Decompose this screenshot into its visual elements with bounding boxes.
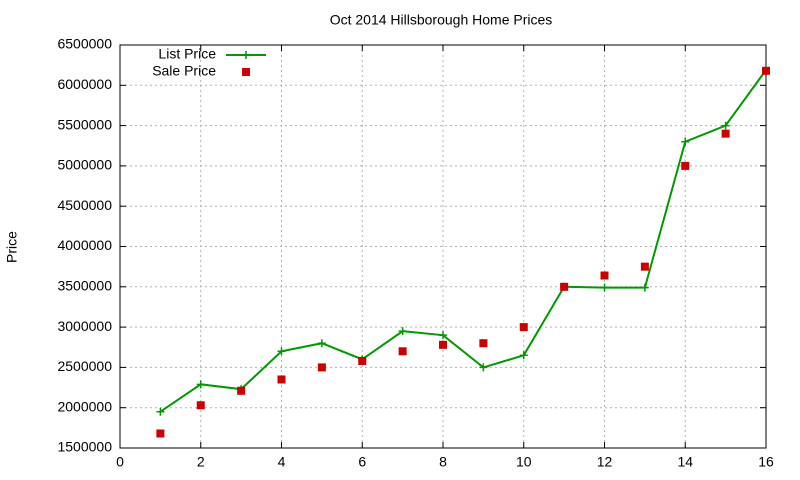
y-tick-label: 5500000 bbox=[57, 116, 112, 132]
data-point bbox=[156, 407, 165, 416]
x-tick-label: 6 bbox=[358, 454, 366, 470]
x-tick-label: 4 bbox=[278, 454, 286, 470]
data-point bbox=[398, 347, 407, 356]
legend-label: List Price bbox=[158, 46, 216, 62]
legend-swatch bbox=[242, 68, 250, 76]
data-point bbox=[237, 386, 246, 395]
y-tick-label: 2500000 bbox=[57, 358, 112, 374]
data-point bbox=[600, 283, 609, 292]
data-point bbox=[681, 137, 690, 146]
x-tick-label: 10 bbox=[516, 454, 532, 470]
legend-swatch bbox=[242, 51, 250, 59]
data-point bbox=[317, 363, 326, 372]
x-tick-label: 16 bbox=[758, 454, 774, 470]
data-point bbox=[640, 262, 649, 271]
y-tick-label: 3000000 bbox=[57, 318, 112, 334]
y-tick-label: 4000000 bbox=[57, 237, 112, 253]
data-point bbox=[358, 356, 367, 365]
data-point bbox=[479, 363, 488, 372]
x-tick-label: 2 bbox=[197, 454, 205, 470]
y-tick-label: 6500000 bbox=[57, 36, 112, 52]
x-tick-label: 12 bbox=[597, 454, 613, 470]
data-point bbox=[317, 339, 326, 348]
x-tick-label: 0 bbox=[116, 454, 124, 470]
y-tick-label: 3500000 bbox=[57, 278, 112, 294]
data-point bbox=[439, 331, 447, 340]
x-tick-label: 8 bbox=[439, 454, 447, 470]
data-point bbox=[762, 66, 770, 75]
x-tick-label: 14 bbox=[677, 454, 693, 470]
data-point bbox=[277, 375, 286, 384]
chart-title: Oct 2014 Hillsborough Home Prices bbox=[330, 12, 553, 28]
y-tick-label: 5000000 bbox=[57, 157, 112, 173]
data-point bbox=[519, 351, 528, 360]
data-point bbox=[600, 271, 609, 280]
data-point bbox=[560, 282, 569, 291]
data-point bbox=[398, 327, 407, 336]
y-tick-label: 4500000 bbox=[57, 197, 112, 213]
legend-label: Sale Price bbox=[152, 63, 216, 79]
data-point bbox=[277, 347, 286, 356]
y-axis-label: Price bbox=[4, 231, 20, 263]
data-point bbox=[479, 339, 488, 348]
y-tick-label: 2000000 bbox=[57, 398, 112, 414]
data-point bbox=[439, 340, 447, 349]
data-point bbox=[721, 129, 730, 138]
data-point bbox=[196, 380, 205, 389]
data-point bbox=[640, 283, 649, 292]
data-point bbox=[721, 121, 730, 130]
y-tick-label: 1500000 bbox=[57, 439, 112, 455]
data-point bbox=[681, 161, 690, 170]
series-line bbox=[159, 69, 767, 413]
y-tick-label: 6000000 bbox=[57, 76, 112, 92]
plot-border bbox=[119, 44, 767, 449]
data-point bbox=[519, 323, 528, 332]
data-point bbox=[196, 401, 205, 410]
data-point bbox=[156, 429, 165, 438]
